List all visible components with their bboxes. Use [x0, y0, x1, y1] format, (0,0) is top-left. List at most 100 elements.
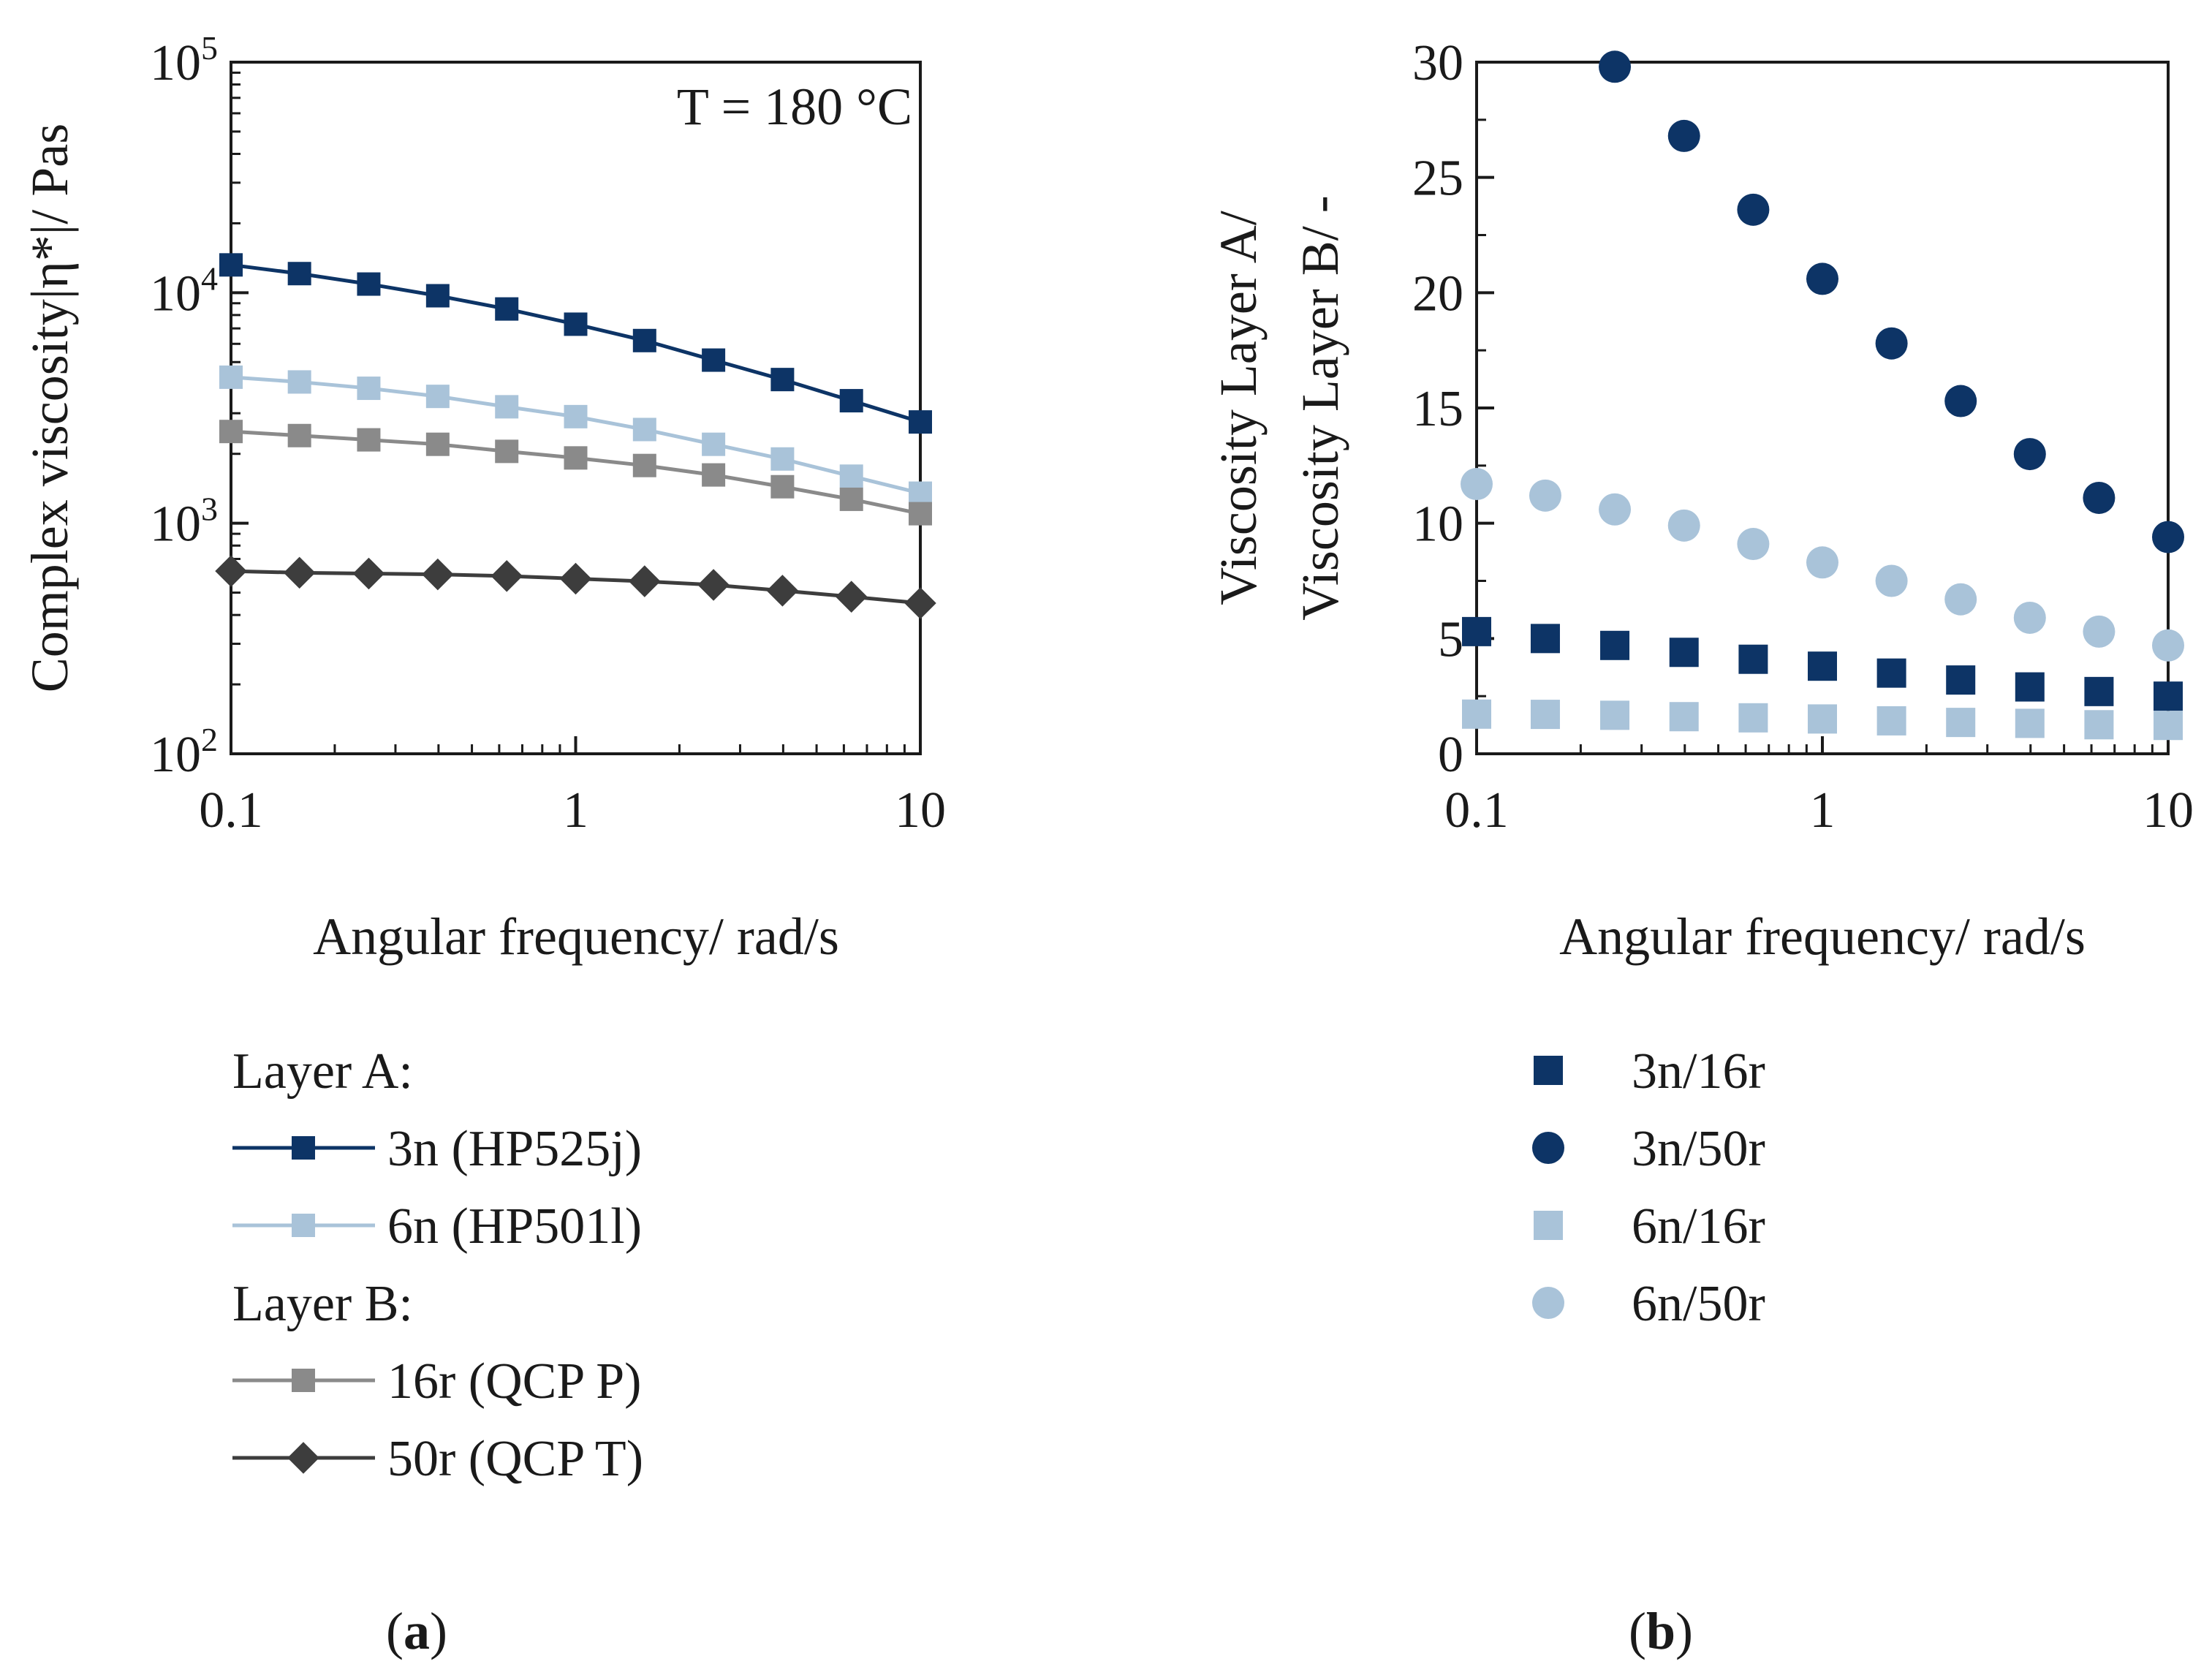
panel-b-y-axis-title-line-1: Viscosity Layer A/: [1209, 211, 1268, 605]
panel-a-point-50r: [697, 569, 730, 601]
panel-a-legend-label-6n: 6n (HP501l): [387, 1198, 642, 1255]
panel-b-point-6n-16r: [1876, 706, 1906, 736]
panel-b-point-3n-50r: [1667, 119, 1700, 152]
panel-a-series-line-6n: [230, 375, 921, 495]
panel-a-point-16r: [219, 420, 243, 444]
panel-a-legend-group-title: Layer A:: [232, 1043, 413, 1100]
panel-a-legend-label-16r: 16r (QCP P): [387, 1353, 641, 1410]
panel-a-point-3n: [632, 328, 656, 352]
panel-a-point-16r: [425, 432, 450, 456]
panel-a-x-axis-title: Angular frequency/ rad/s: [313, 907, 839, 966]
panel-a-point-6n: [564, 404, 588, 428]
panel-a-legend-marker-50r: [287, 1442, 319, 1474]
panel-b-y-tick-label: 5: [1438, 611, 1463, 668]
panel-b-x-axis-title: Angular frequency/ rad/s: [1559, 907, 2086, 966]
panel-b-label: (b): [1629, 1602, 1693, 1660]
panel-b-point-3n-50r: [1737, 193, 1770, 226]
panel-a-point-3n: [219, 253, 243, 277]
panel-a-point-16r: [564, 446, 588, 470]
panel-b-y-tick-label: 30: [1412, 35, 1463, 91]
panel-a-series-line-16r: [230, 429, 921, 516]
panel-a-legend-marker-3n: [292, 1136, 315, 1160]
panel-b-point-3n-16r: [2154, 681, 2183, 711]
panel-b-point-3n-50r: [1944, 385, 1977, 417]
panel-b-legend: 3n/16r 3n/50r 6n/16r 6n/50r: [1532, 1043, 1765, 1332]
panel-a-point-16r: [839, 487, 863, 511]
panel-a-point-16r: [287, 423, 311, 447]
panel-b-point-3n-16r: [1946, 665, 1976, 695]
panel-b-point-3n-16r: [1738, 644, 1768, 674]
panel-b-legend-label-6n-16r: 6n/16r: [1632, 1198, 1765, 1255]
panel-b-legend-marker-6n-16r: [1534, 1211, 1563, 1240]
panel-a-y-tick-label: 104: [150, 260, 218, 322]
panel-a-series-line-3n: [230, 262, 921, 424]
panel-b-y-tick-label: 25: [1412, 151, 1463, 207]
panel-b-point-6n-16r: [2154, 711, 2183, 741]
panel-b-legend-marker-3n-50r: [1532, 1132, 1564, 1164]
panel-b-point-3n-16r: [1600, 630, 1630, 660]
panel-b-point-6n-50r: [2083, 615, 2116, 648]
panel-b-point-3n-50r: [2083, 481, 2116, 514]
panel-a-temperature-annotation: T = 180 °C: [677, 77, 912, 136]
panel-a-point-6n: [839, 464, 863, 488]
panel-a-point-50r: [766, 575, 799, 607]
panel-b-legend-marker-3n-16r: [1534, 1056, 1563, 1085]
panel-b-point-3n-16r: [2015, 672, 2045, 702]
panel-a-point-16r: [357, 428, 381, 452]
panel-a-point-3n: [425, 284, 450, 308]
panel-a-point-6n: [425, 385, 450, 409]
panel-a-legend: Layer A: 3n (HP525j) 6n (HP501l) Layer B: 16…: [232, 1043, 643, 1487]
panel-b: 0.1 1 10 0 5 10 15 20 25 30 Angular frequency/ ra…: [1209, 35, 2194, 1660]
panel-a-point-3n: [909, 410, 932, 434]
panel-b-point-6n-50r: [1461, 468, 1493, 501]
panel-b-point-3n-50r: [1806, 262, 1838, 295]
panel-b-point-3n-16r: [1669, 638, 1699, 668]
panel-a-point-16r: [632, 453, 656, 477]
panel-b-point-3n-16r: [1876, 658, 1906, 688]
panel-b-point-3n-50r: [2013, 438, 2046, 471]
panel-a-point-50r: [422, 558, 454, 591]
panel-a-point-50r: [215, 555, 247, 587]
panel-b-point-6n-16r: [2015, 708, 2045, 738]
panel-a-y-axis-title: Complex viscosity|η*|/ Pas: [20, 124, 79, 693]
panel-b-plot-frame: [1475, 61, 2170, 755]
panel-a: 0.1 1 10 102 103 104 105 T = 180 °C Angular fr…: [20, 29, 946, 1660]
panel-a-legend-marker-6n: [292, 1214, 315, 1237]
panel-b-x-tick-label: 0.1: [1444, 782, 1509, 839]
panel-b-point-3n-16r: [1808, 651, 1837, 681]
panel-a-x-tick-label: 10: [895, 782, 946, 839]
panel-b-point-6n-50r: [1875, 564, 1908, 597]
panel-a-point-16r: [909, 502, 932, 526]
panel-a-x-tick-label: 0.1: [199, 782, 263, 839]
panel-a-point-3n: [357, 272, 381, 296]
panel-b-point-6n-50r: [2152, 629, 2184, 662]
panel-a-y-tick-label: 102: [150, 721, 218, 783]
panel-a-legend-label-3n: 3n (HP525j): [387, 1121, 642, 1177]
panel-b-point-3n-50r: [1875, 327, 1908, 360]
panel-a-point-6n: [495, 395, 519, 419]
panel-b-point-6n-16r: [1808, 704, 1837, 734]
panel-b-point-6n-50r: [1667, 509, 1700, 542]
panel-a-x-tick-label: 1: [563, 782, 588, 839]
panel-a-point-6n: [219, 365, 243, 389]
panel-a-point-3n: [839, 389, 863, 413]
panel-b-legend-label-3n-16r: 3n/16r: [1632, 1043, 1765, 1100]
panel-b-point-6n-50r: [2013, 601, 2046, 634]
panel-b-point-6n-16r: [1462, 699, 1491, 729]
panel-b-legend-marker-6n-50r: [1532, 1287, 1564, 1319]
panel-a-point-3n: [564, 312, 588, 336]
panel-a-point-16r: [770, 474, 795, 499]
panel-a-point-50r: [352, 557, 385, 590]
panel-a-legend-group-title: Layer B:: [232, 1276, 413, 1332]
panel-b-x-tick-label: 10: [2143, 782, 2194, 839]
panel-a-y-tick-label: 103: [150, 491, 218, 553]
panel-b-point-3n-16r: [1530, 624, 1560, 654]
panel-b-point-6n-16r: [1738, 703, 1768, 733]
panel-b-legend-label-3n-50r: 3n/50r: [1632, 1121, 1765, 1177]
panel-b-point-6n-50r: [1806, 546, 1838, 579]
panel-a-point-6n: [287, 370, 311, 394]
panel-b-y-tick-label: 20: [1412, 265, 1463, 322]
panel-b-point-6n-16r: [1530, 700, 1560, 730]
panel-a-point-3n: [770, 368, 795, 392]
